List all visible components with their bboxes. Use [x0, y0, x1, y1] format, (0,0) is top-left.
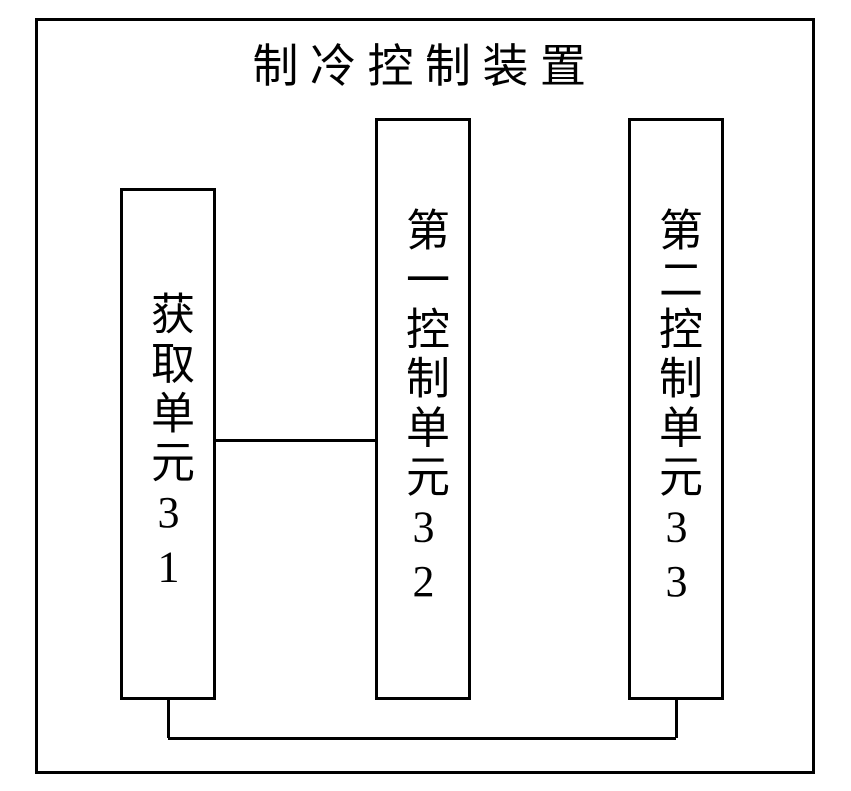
- edge-segment: [167, 700, 170, 738]
- node-unit31: 获取单元31: [120, 188, 216, 700]
- node-unit32-label: 第一控制单元32: [401, 207, 445, 611]
- diagram-title: 制冷控制装置: [215, 30, 635, 96]
- node-unit31-label: 获取单元31: [146, 291, 190, 597]
- diagram-canvas: 制冷控制装置 获取单元31 第一控制单元32 第二控制单元33: [0, 0, 851, 791]
- edge-segment: [216, 439, 375, 442]
- node-unit32: 第一控制单元32: [375, 118, 471, 700]
- node-unit33-label: 第二控制单元33: [654, 207, 698, 611]
- node-unit33: 第二控制单元33: [628, 118, 724, 700]
- edge-segment: [168, 737, 676, 740]
- edge-segment: [675, 700, 678, 738]
